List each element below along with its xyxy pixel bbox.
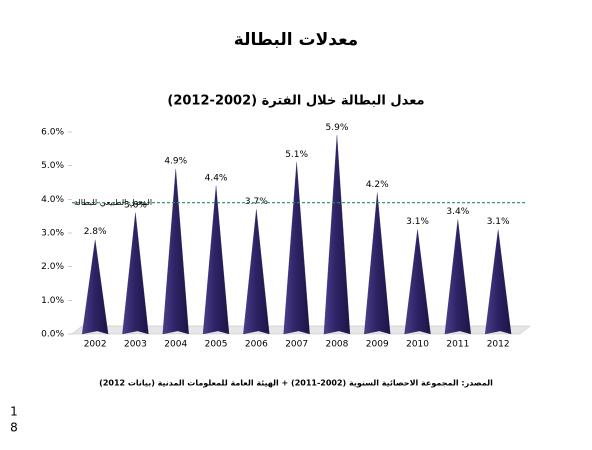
bar bbox=[484, 229, 512, 335]
value-label: 3.1% bbox=[487, 217, 510, 227]
bar bbox=[283, 162, 310, 335]
page-number: 1 bbox=[10, 405, 18, 419]
x-tick-label: 2010 bbox=[406, 340, 429, 350]
value-label: 3.6% bbox=[124, 200, 147, 210]
chart-title: معدل البطالة خلال الفترة (2002-2012) bbox=[167, 94, 424, 109]
x-tick-label: 2011 bbox=[446, 340, 469, 350]
source: (المصدر: المجموعة الاحصائية السنوية (200… bbox=[99, 379, 493, 388]
value-label: 4.4% bbox=[205, 173, 228, 183]
heading: معدلات البطالة bbox=[234, 30, 358, 50]
bar bbox=[323, 135, 351, 335]
x-tick-label: 2002 bbox=[84, 340, 107, 350]
value-label: 2.8% bbox=[84, 227, 107, 237]
value-label: 5.9% bbox=[326, 123, 349, 133]
value-label: 5.1% bbox=[285, 150, 308, 160]
y-tick-label: 0.0% bbox=[41, 330, 64, 340]
value-label: 3.7% bbox=[245, 197, 268, 207]
bar bbox=[162, 169, 189, 335]
y-tick-label: 2.0% bbox=[41, 262, 64, 272]
x-tick-label: 2003 bbox=[124, 340, 147, 350]
x-tick-label: 2007 bbox=[285, 340, 308, 350]
x-tick-label: 2012 bbox=[487, 340, 510, 350]
y-tick-label: 1.0% bbox=[41, 296, 64, 306]
y-tick-label: 6.0% bbox=[41, 128, 64, 138]
x-tick-label: 2004 bbox=[164, 340, 187, 350]
y-tick-label: 4.0% bbox=[41, 195, 64, 205]
value-label: 3.4% bbox=[446, 207, 469, 217]
value-label: 4.9% bbox=[164, 157, 187, 167]
page-number: 8 bbox=[10, 421, 18, 435]
bar bbox=[122, 212, 149, 335]
bar bbox=[243, 209, 270, 335]
reference-label: المعدل الطبيعي للبطالة bbox=[74, 198, 152, 207]
x-tick-label: 2005 bbox=[205, 340, 228, 350]
x-tick-label: 2006 bbox=[245, 340, 268, 350]
bar bbox=[364, 192, 391, 335]
y-tick-label: 5.0% bbox=[41, 161, 64, 171]
bar bbox=[404, 229, 431, 335]
x-tick-label: 2009 bbox=[366, 340, 389, 350]
bar bbox=[202, 185, 230, 335]
bar bbox=[444, 219, 472, 335]
y-tick-label: 3.0% bbox=[41, 229, 64, 239]
bar bbox=[81, 239, 109, 335]
value-label: 3.1% bbox=[406, 217, 429, 227]
value-label: 4.2% bbox=[366, 180, 389, 190]
x-tick-label: 2008 bbox=[325, 340, 348, 350]
